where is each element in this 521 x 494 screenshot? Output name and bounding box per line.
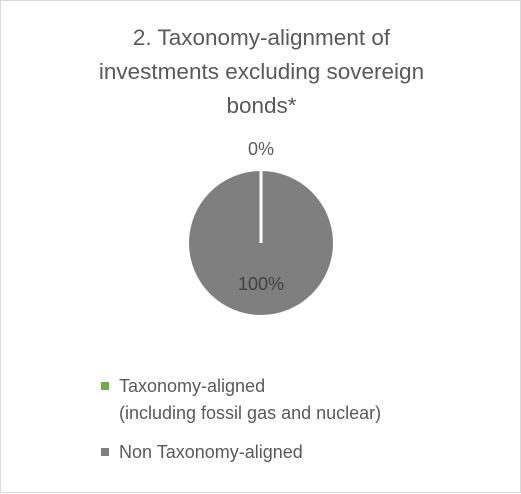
legend-label-taxonomy-aligned-line-2: (including fossil gas and nuclear) bbox=[119, 403, 382, 423]
legend-swatch-non-taxonomy-aligned bbox=[101, 448, 109, 456]
data-label-non-taxonomy-aligned: 100% bbox=[238, 274, 284, 294]
chart-legend: Taxonomy-aligned (including fossil gas a… bbox=[101, 373, 381, 478]
legend-item-taxonomy-aligned: Taxonomy-aligned (including fossil gas a… bbox=[101, 373, 381, 427]
data-label-taxonomy-aligned: 0% bbox=[248, 139, 274, 159]
legend-label-non-taxonomy-aligned: Non Taxonomy-aligned bbox=[119, 442, 303, 462]
chart-title: 2. Taxonomy-alignment of investments exc… bbox=[41, 21, 482, 123]
pie-slices bbox=[189, 171, 333, 315]
legend-swatch-taxonomy-aligned bbox=[101, 382, 109, 390]
chart-title-line-3: bonds* bbox=[226, 93, 297, 118]
legend-label-taxonomy-aligned-line-1: Taxonomy-aligned bbox=[119, 376, 266, 396]
legend-item-non-taxonomy-aligned: Non Taxonomy-aligned bbox=[101, 439, 381, 466]
chart-title-line-1: 2. Taxonomy-alignment of bbox=[132, 25, 391, 50]
chart-title-line-2: investments excluding sovereign bbox=[98, 59, 425, 84]
